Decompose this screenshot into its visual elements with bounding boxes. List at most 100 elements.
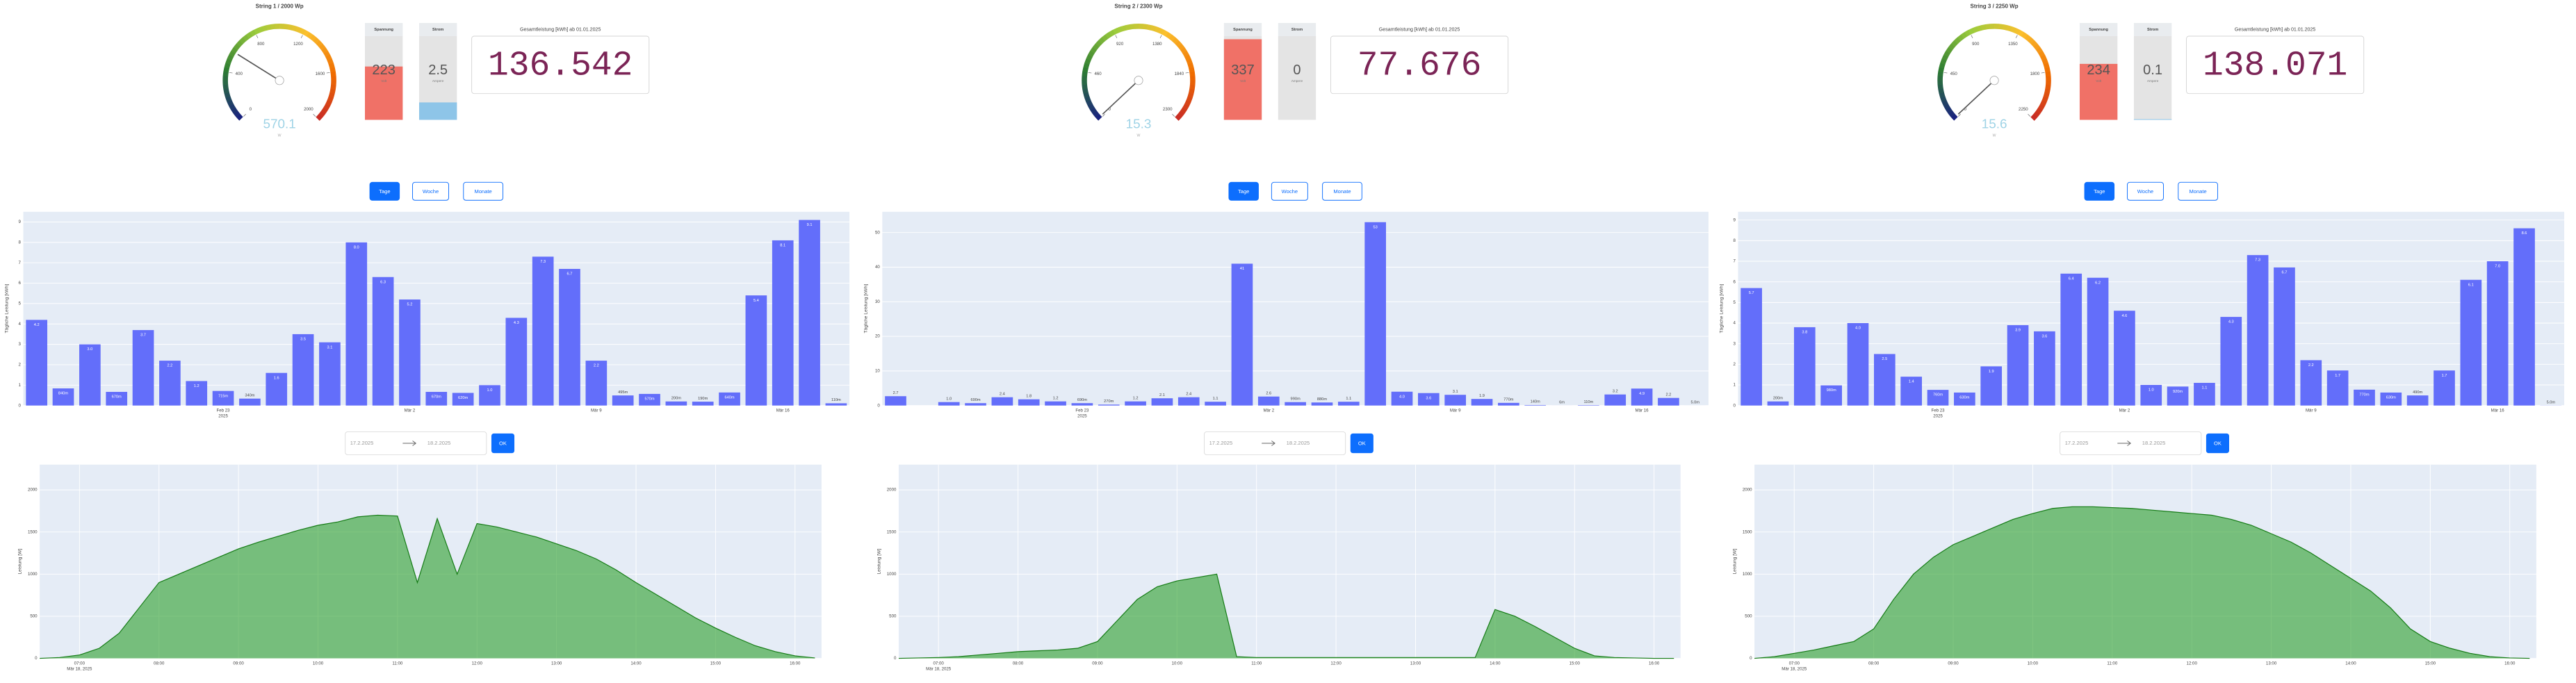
y-tick-label: 0	[877, 403, 880, 408]
range-button[interactable]: Woche	[2127, 181, 2164, 201]
gauge-arc	[316, 40, 323, 47]
ok-button-label[interactable]: OK	[1358, 441, 1366, 447]
ok-button[interactable]	[2206, 433, 2229, 454]
bar-value-label: 8.6	[2522, 231, 2527, 236]
gauge-arc	[299, 28, 306, 35]
y-tick-label: 2000	[28, 488, 38, 493]
bar-value-label: 4.0	[1399, 395, 1405, 399]
bar-value-label: 770m	[1503, 398, 1513, 402]
gauge-arc	[1177, 110, 1185, 118]
plot-background	[882, 211, 1709, 406]
ok-button[interactable]	[491, 433, 515, 454]
x-tick-label: 08:00	[1868, 661, 1880, 666]
bar-value-label: 3.9	[2015, 329, 2021, 333]
button-frame[interactable]	[1271, 181, 1308, 201]
button-label[interactable]: Monate	[2189, 188, 2206, 195]
button-frame[interactable]	[2127, 181, 2164, 201]
ok-button[interactable]	[1350, 433, 1373, 454]
gauge-arc	[1146, 24, 1152, 31]
bar	[186, 381, 208, 406]
meter-fill	[2079, 63, 2118, 120]
bar	[425, 391, 448, 406]
date-to[interactable]: 18.2.2025	[1287, 440, 1310, 446]
gauge-arc	[225, 96, 232, 103]
range-button[interactable]: Woche	[1271, 181, 1308, 201]
total-value: 77.676	[1358, 47, 1482, 85]
meter-header	[418, 23, 457, 36]
bar-value-label: 2.2	[167, 364, 172, 368]
range-button[interactable]: Tage	[369, 181, 400, 201]
button-label[interactable]: Woche	[423, 188, 439, 195]
button-frame[interactable]	[2084, 181, 2115, 201]
range-button[interactable]: Tage	[2084, 181, 2115, 201]
gauge-arc	[1939, 63, 1946, 69]
x-tick-label: 09:00	[1948, 661, 1959, 666]
gauge-arc	[1104, 31, 1112, 39]
button-label[interactable]: Woche	[2137, 188, 2153, 195]
button-label[interactable]: Woche	[1282, 188, 1298, 195]
gauge-arc	[325, 100, 332, 107]
gauge-arc	[295, 26, 302, 33]
button-frame[interactable]	[1322, 181, 1362, 201]
gauge-arc	[2028, 37, 2035, 44]
date-to[interactable]: 18.2.2025	[2142, 440, 2166, 446]
bar-value-label: 715m	[218, 394, 228, 398]
button-label[interactable]: Monate	[475, 188, 492, 195]
total-label: Gesamtleistung [kWh] ab 01.01.2025	[520, 26, 601, 32]
area-line	[40, 514, 815, 659]
gauge-arc	[1943, 104, 1950, 110]
bar-value-label: 3.8	[1802, 331, 1807, 335]
gauge-arc	[323, 104, 330, 110]
meter-fill	[418, 102, 457, 120]
gauge-arc	[1088, 50, 1095, 58]
bar-value-label: 5.0m	[1690, 400, 1699, 404]
date-from[interactable]: 17.2.2025	[1209, 440, 1233, 446]
gauge-arc	[1082, 67, 1089, 73]
button-label[interactable]: Tage	[379, 188, 390, 195]
range-button[interactable]: Monate	[463, 181, 503, 201]
button-frame[interactable]	[369, 181, 400, 201]
gauge-arc	[2033, 43, 2041, 51]
gauge-tick-label: 920	[1116, 42, 1124, 47]
gauge-unit: W	[1137, 133, 1141, 138]
bar-value-label: 495m	[618, 390, 628, 395]
button-label[interactable]: Tage	[2094, 188, 2105, 195]
bar	[1311, 402, 1333, 406]
range-button[interactable]: Woche	[412, 181, 449, 201]
meter-fill	[1223, 39, 1262, 120]
meter-label: Strom	[1291, 28, 1303, 32]
range-button[interactable]: Tage	[1228, 181, 1259, 201]
date-to[interactable]: 18.2.2025	[427, 440, 451, 446]
y-tick-label: 2000	[887, 488, 897, 493]
gauge-arc	[223, 67, 230, 73]
gauge-arc	[227, 99, 234, 106]
gauge-arc	[287, 24, 293, 31]
button-label[interactable]: Monate	[1333, 188, 1351, 195]
x-tick-label: 15:00	[1570, 661, 1581, 666]
date-from[interactable]: 17.2.2025	[2065, 440, 2089, 446]
bar-value-label: 570m	[644, 397, 654, 402]
date-from[interactable]: 17.2.2025	[350, 440, 374, 446]
bar	[266, 372, 288, 406]
y-tick-label: 1000	[1743, 572, 1752, 577]
gauge-hub	[1989, 76, 1999, 85]
range-button[interactable]: Monate	[1322, 181, 1362, 201]
ok-button-label[interactable]: OK	[499, 441, 507, 447]
gauge-tick	[1943, 72, 1948, 74]
ok-button-label[interactable]: OK	[2214, 441, 2222, 447]
gauge-arc	[1095, 113, 1102, 121]
range-button[interactable]: Monate	[2178, 181, 2218, 201]
bar-value-label: 9.1	[807, 223, 813, 227]
gauge-arc	[306, 32, 313, 39]
button-frame[interactable]	[1228, 181, 1259, 201]
gauge-arc	[2038, 104, 2045, 110]
button-frame[interactable]	[412, 181, 449, 201]
gauge-tick-label: 450	[1950, 72, 1958, 76]
button-frame[interactable]	[2178, 181, 2218, 201]
button-frame[interactable]	[463, 181, 503, 201]
bar	[1151, 398, 1173, 406]
gauge-arc	[1177, 43, 1185, 51]
button-label[interactable]: Tage	[1238, 188, 1249, 195]
gauge-arc	[1180, 47, 1187, 54]
panel-title: String 3 / 2250 Wp	[1971, 3, 2019, 10]
